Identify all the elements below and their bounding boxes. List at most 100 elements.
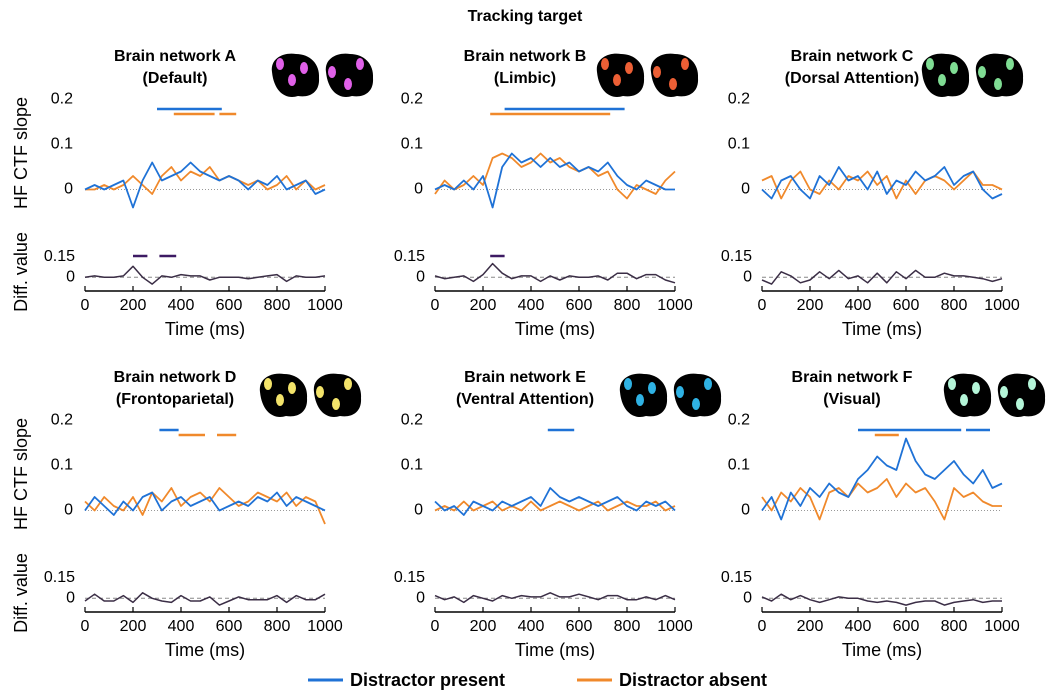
brain-spot (1016, 398, 1024, 410)
x-tick-label: 600 (893, 618, 920, 635)
brain-spot (681, 58, 689, 70)
y-axis-label: HF CTF slope (11, 418, 31, 530)
x-axis-label: Time (ms) (515, 640, 595, 660)
legend-label: Distractor absent (619, 670, 767, 690)
data-line (84, 265, 326, 285)
brain-spot (624, 378, 632, 390)
x-tick-label: 800 (264, 618, 291, 635)
panel: Brain network E (Ventral Attention) 0 0.1 0.… (394, 369, 722, 660)
brain-spot (972, 382, 980, 394)
x-axis-label: Time (ms) (165, 640, 245, 660)
brain-icon (271, 53, 374, 97)
x-tick-label: 0 (758, 618, 767, 635)
x-axis-label: Time (ms) (842, 640, 922, 660)
brain-spot (676, 386, 684, 398)
x-tick-label: 0 (431, 297, 440, 314)
brain-spot (288, 382, 296, 394)
data-line (434, 592, 676, 604)
diff-y-tick-label: 0.15 (721, 248, 752, 265)
panel: Brain network D(Frontoparietal)00.10.200… (11, 369, 362, 660)
panel-subtitle: (Ventral Attention) (456, 391, 594, 408)
brain-icon (619, 373, 722, 417)
panel-title: Brain network C (791, 48, 914, 65)
panel-title: Brain network D (114, 369, 237, 386)
brain-spot (356, 58, 364, 70)
x-tick-label: 400 (845, 618, 872, 635)
x-tick-label: 800 (614, 618, 641, 635)
y-tick-label: 0.2 (401, 412, 423, 429)
figure-title: Tracking target (468, 8, 583, 25)
x-tick-label: 1000 (657, 297, 693, 314)
brain-spot (613, 74, 621, 86)
legend: Distractor present Distractor absent (308, 670, 767, 690)
y-tick-label: 0.2 (51, 412, 73, 429)
x-tick-label: 600 (566, 618, 593, 635)
x-tick-label: 600 (216, 618, 243, 635)
x-axis-label: Time (ms) (515, 319, 595, 339)
y-tick-label: 0.2 (401, 91, 423, 108)
brain-spot (276, 394, 284, 406)
brain-spot (669, 78, 677, 90)
data-line (84, 487, 326, 525)
y-tick-label: 0.1 (401, 136, 423, 153)
panel: Brain network A (Default) 0 0.1 0.2 0 0.15 0 200… (11, 48, 374, 339)
y-tick-label: 0 (64, 181, 73, 198)
brain-spot (288, 74, 296, 86)
brain-spot (316, 386, 324, 398)
panel-title: Brain network E (464, 369, 586, 386)
diff-y-tick-label: 0 (743, 590, 752, 607)
data-line (434, 500, 676, 512)
brain-spot (276, 58, 284, 70)
panel: Brain network B (Limbic) 0 0.1 0.2 0 0.15 0 200 4… (394, 48, 699, 339)
y-tick-label: 0 (741, 502, 750, 519)
diff-y-tick-label: 0.15 (394, 248, 425, 265)
brain-spot (926, 58, 934, 70)
brain-spot (994, 78, 1002, 90)
brain-spot (636, 394, 644, 406)
x-tick-label: 600 (893, 297, 920, 314)
y-tick-label: 0.1 (728, 136, 750, 153)
brain-spot (1028, 378, 1036, 390)
y-tick-label: 0 (741, 181, 750, 198)
x-axis-label: Time (ms) (165, 319, 245, 339)
y-tick-label: 0.2 (728, 412, 750, 429)
y-tick-label: 0 (414, 181, 423, 198)
data-line (84, 161, 326, 209)
x-tick-label: 0 (81, 297, 90, 314)
diff-y-tick-label: 0.15 (44, 248, 75, 265)
y-axis-label: HF CTF slope (11, 97, 31, 209)
panel-subtitle: (Default) (143, 70, 208, 87)
y-tick-label: 0 (414, 502, 423, 519)
diff-y-tick-label: 0.15 (394, 569, 425, 586)
brain-spot (300, 62, 308, 74)
x-tick-label: 200 (797, 297, 824, 314)
x-tick-label: 0 (81, 618, 90, 635)
x-tick-label: 1000 (657, 618, 693, 635)
brain-icon (259, 373, 362, 417)
y-tick-label: 0.1 (51, 457, 73, 474)
data-line (761, 166, 1003, 200)
data-line (761, 269, 1003, 285)
x-tick-label: 600 (216, 297, 243, 314)
diff-axis-label: Diff. value (11, 553, 31, 633)
panel-title: Brain network F (792, 369, 913, 386)
diff-y-tick-label: 0 (416, 269, 425, 286)
x-tick-label: 400 (168, 297, 195, 314)
diff-y-tick-label: 0.15 (44, 569, 75, 586)
brain-spot (625, 62, 633, 74)
brain-spot (648, 382, 656, 394)
brain-spot (344, 378, 352, 390)
data-line (84, 491, 326, 516)
y-tick-label: 0.2 (51, 91, 73, 108)
x-tick-label: 1000 (307, 297, 343, 314)
brain-icon (921, 53, 1024, 97)
data-line (761, 593, 1002, 606)
y-tick-label: 0.2 (728, 91, 750, 108)
x-tick-label: 200 (797, 618, 824, 635)
y-tick-label: 0.1 (728, 457, 750, 474)
brain-spot (264, 378, 272, 390)
diff-y-tick-label: 0 (66, 590, 75, 607)
x-tick-label: 1000 (307, 618, 343, 635)
brain-spot (948, 378, 956, 390)
brain-spot (950, 62, 958, 74)
